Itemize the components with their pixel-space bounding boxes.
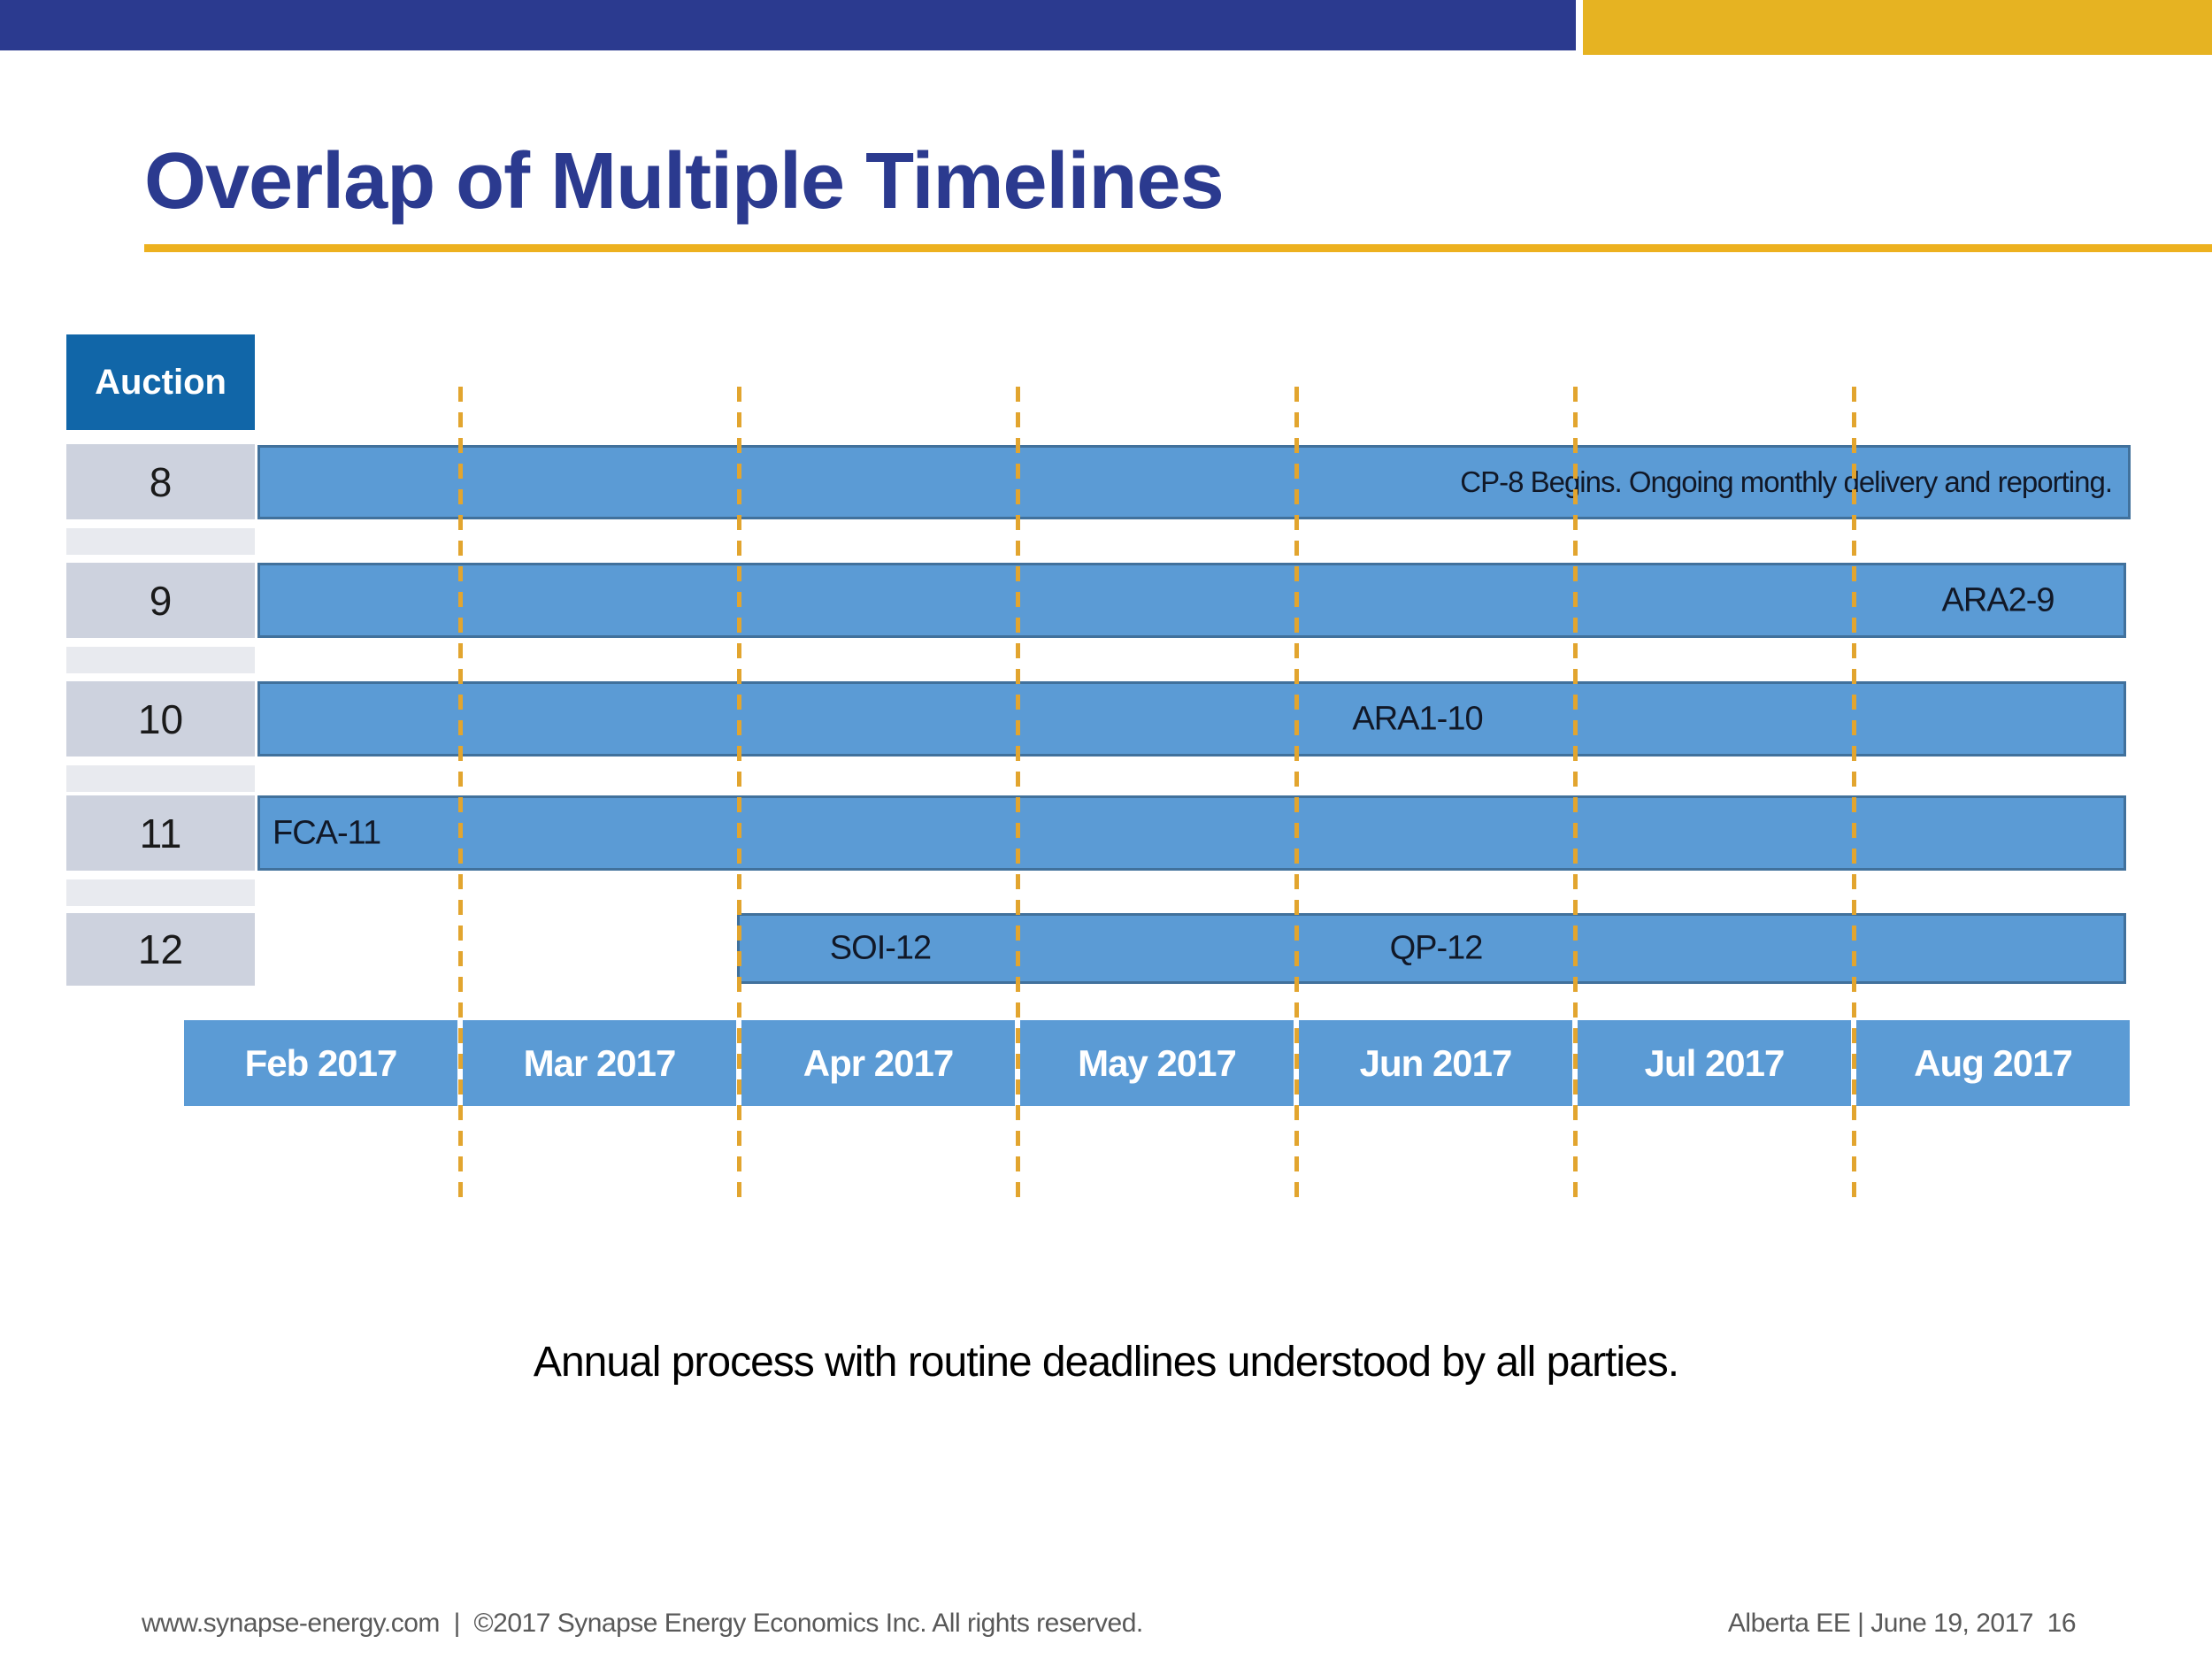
month-cell-aug-2017: Aug 2017 bbox=[1856, 1020, 2130, 1106]
month-gridline-aug bbox=[1852, 387, 1856, 1203]
bar-label-qp-12: QP-12 bbox=[1389, 929, 1484, 967]
footer-deck-info-page-number: Alberta EE | June 19, 2017 16 bbox=[1727, 1609, 2077, 1638]
bar-label-cp8: CP-8 Begins. Ongoing monthly delivery an… bbox=[1460, 465, 2113, 498]
month-gridline-apr bbox=[737, 387, 741, 1203]
slide-caption: Annual process with routine deadlines un… bbox=[533, 1339, 1679, 1386]
month-gridline-jul bbox=[1573, 387, 1578, 1203]
top-bar-navy bbox=[0, 0, 1576, 50]
month-gridline-mar bbox=[458, 387, 463, 1203]
row-label-auction-12: 12 bbox=[66, 913, 255, 986]
row-label-auction-8: 8 bbox=[66, 444, 255, 519]
timeline-bar-auction-8: CP-8 Begins. Ongoing monthly delivery an… bbox=[257, 445, 2131, 519]
spacer-row bbox=[66, 528, 255, 555]
month-cell-mar-2017: Mar 2017 bbox=[463, 1020, 736, 1106]
timeline-bar-auction-10: ARA1-10 bbox=[257, 681, 2126, 757]
timeline-bar-auction-12: SOI-12 QP-12 bbox=[737, 913, 2126, 984]
top-bar-gold bbox=[1583, 0, 2212, 55]
spacer-row bbox=[66, 879, 255, 906]
row-label-auction-9: 9 bbox=[66, 563, 255, 638]
bar-label-ara1-10: ARA1-10 bbox=[1352, 700, 1483, 737]
auction-column-header: Auction bbox=[66, 334, 255, 430]
month-cell-jul-2017: Jul 2017 bbox=[1578, 1020, 1851, 1106]
month-cell-jun-2017: Jun 2017 bbox=[1299, 1020, 1572, 1106]
title-underline bbox=[144, 244, 2212, 252]
row-label-auction-10: 10 bbox=[66, 681, 255, 757]
month-cell-apr-2017: Apr 2017 bbox=[741, 1020, 1015, 1106]
month-gridline-may bbox=[1016, 387, 1020, 1203]
bar-label-ara2-9: ARA2-9 bbox=[1941, 581, 2055, 618]
row-label-auction-11: 11 bbox=[66, 795, 255, 871]
timeline-bar-auction-11: FCA-11 bbox=[257, 795, 2126, 871]
month-cell-feb-2017: Feb 2017 bbox=[184, 1020, 457, 1106]
bar-label-fca-11: FCA-11 bbox=[273, 814, 381, 851]
month-gridline-jun bbox=[1294, 387, 1299, 1203]
footer-copyright: www.synapse-energy.com | ©2017 Synapse E… bbox=[142, 1609, 1143, 1638]
page-title: Overlap of Multiple Timelines bbox=[144, 137, 1225, 226]
timeline-bar-auction-9: ARA2-9 bbox=[257, 563, 2126, 638]
month-cell-may-2017: May 2017 bbox=[1020, 1020, 1294, 1106]
spacer-row bbox=[66, 765, 255, 792]
bar-label-soi-12: SOI-12 bbox=[829, 929, 932, 967]
spacer-row bbox=[66, 647, 255, 673]
